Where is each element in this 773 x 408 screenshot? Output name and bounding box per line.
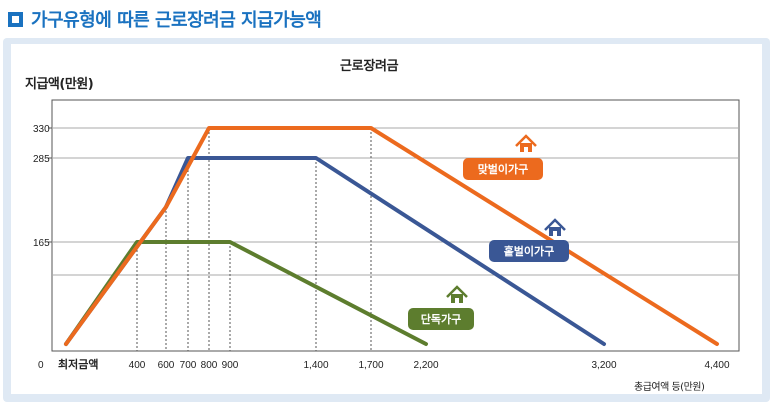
house-icon: [544, 218, 566, 236]
legend-callout: [489, 240, 569, 262]
legend-label: 단독가구: [421, 312, 461, 326]
square-bullet-icon: [8, 11, 23, 27]
house-icon: [515, 134, 537, 152]
x-min-label: 최저금액: [58, 357, 98, 371]
chart-title: 근로장려금: [340, 59, 399, 74]
legend-callout: [463, 158, 543, 180]
legend-label: 맞벌이가구: [478, 162, 529, 176]
y-axis-label: 지급액(만원): [25, 77, 94, 92]
y-tick-label: 330: [33, 124, 50, 135]
series-line: [64, 126, 719, 346]
house-icon: [446, 285, 468, 303]
y-zero-label: 0: [38, 360, 44, 371]
page-header: 가구유형에 따른 근로장려금 지급가능액: [8, 4, 322, 34]
x-tick-label: 1,400: [303, 360, 328, 371]
plot-frame: [51, 99, 740, 352]
x-tick-label: 700: [180, 360, 197, 371]
x-tick-label: 2,200: [413, 360, 438, 371]
x-tick-label: 1,700: [358, 360, 383, 371]
page-title: 가구유형에 따른 근로장려금 지급가능액: [31, 10, 322, 31]
x-axis-label: 총급여액 등(만원): [634, 382, 705, 393]
x-tick-label: 3,200: [591, 360, 616, 371]
x-tick-label: 4,400: [704, 360, 729, 371]
x-tick-label: 600: [158, 360, 175, 371]
x-tick-label: 800: [201, 360, 218, 371]
y-tick-label: 165: [33, 238, 50, 249]
legend-label: 홑벌이가구: [504, 244, 555, 258]
x-tick-label: 400: [129, 360, 146, 371]
y-tick-label: 285: [33, 154, 50, 165]
legend-callout: [408, 308, 474, 330]
x-tick-label: 900: [222, 360, 239, 371]
